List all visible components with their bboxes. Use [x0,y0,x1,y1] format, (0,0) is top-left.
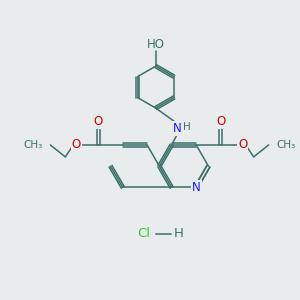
Text: H: H [173,227,183,240]
Text: N: N [172,122,182,135]
Text: O: O [72,138,81,152]
Text: N: N [192,181,201,194]
Text: Cl: Cl [137,227,150,240]
Text: CH₃: CH₃ [24,140,43,150]
Text: O: O [94,115,103,128]
Text: HO: HO [147,38,165,51]
Text: CH₃: CH₃ [276,140,296,150]
Text: O: O [238,138,247,152]
Text: H: H [183,122,191,132]
Text: O: O [216,115,225,128]
